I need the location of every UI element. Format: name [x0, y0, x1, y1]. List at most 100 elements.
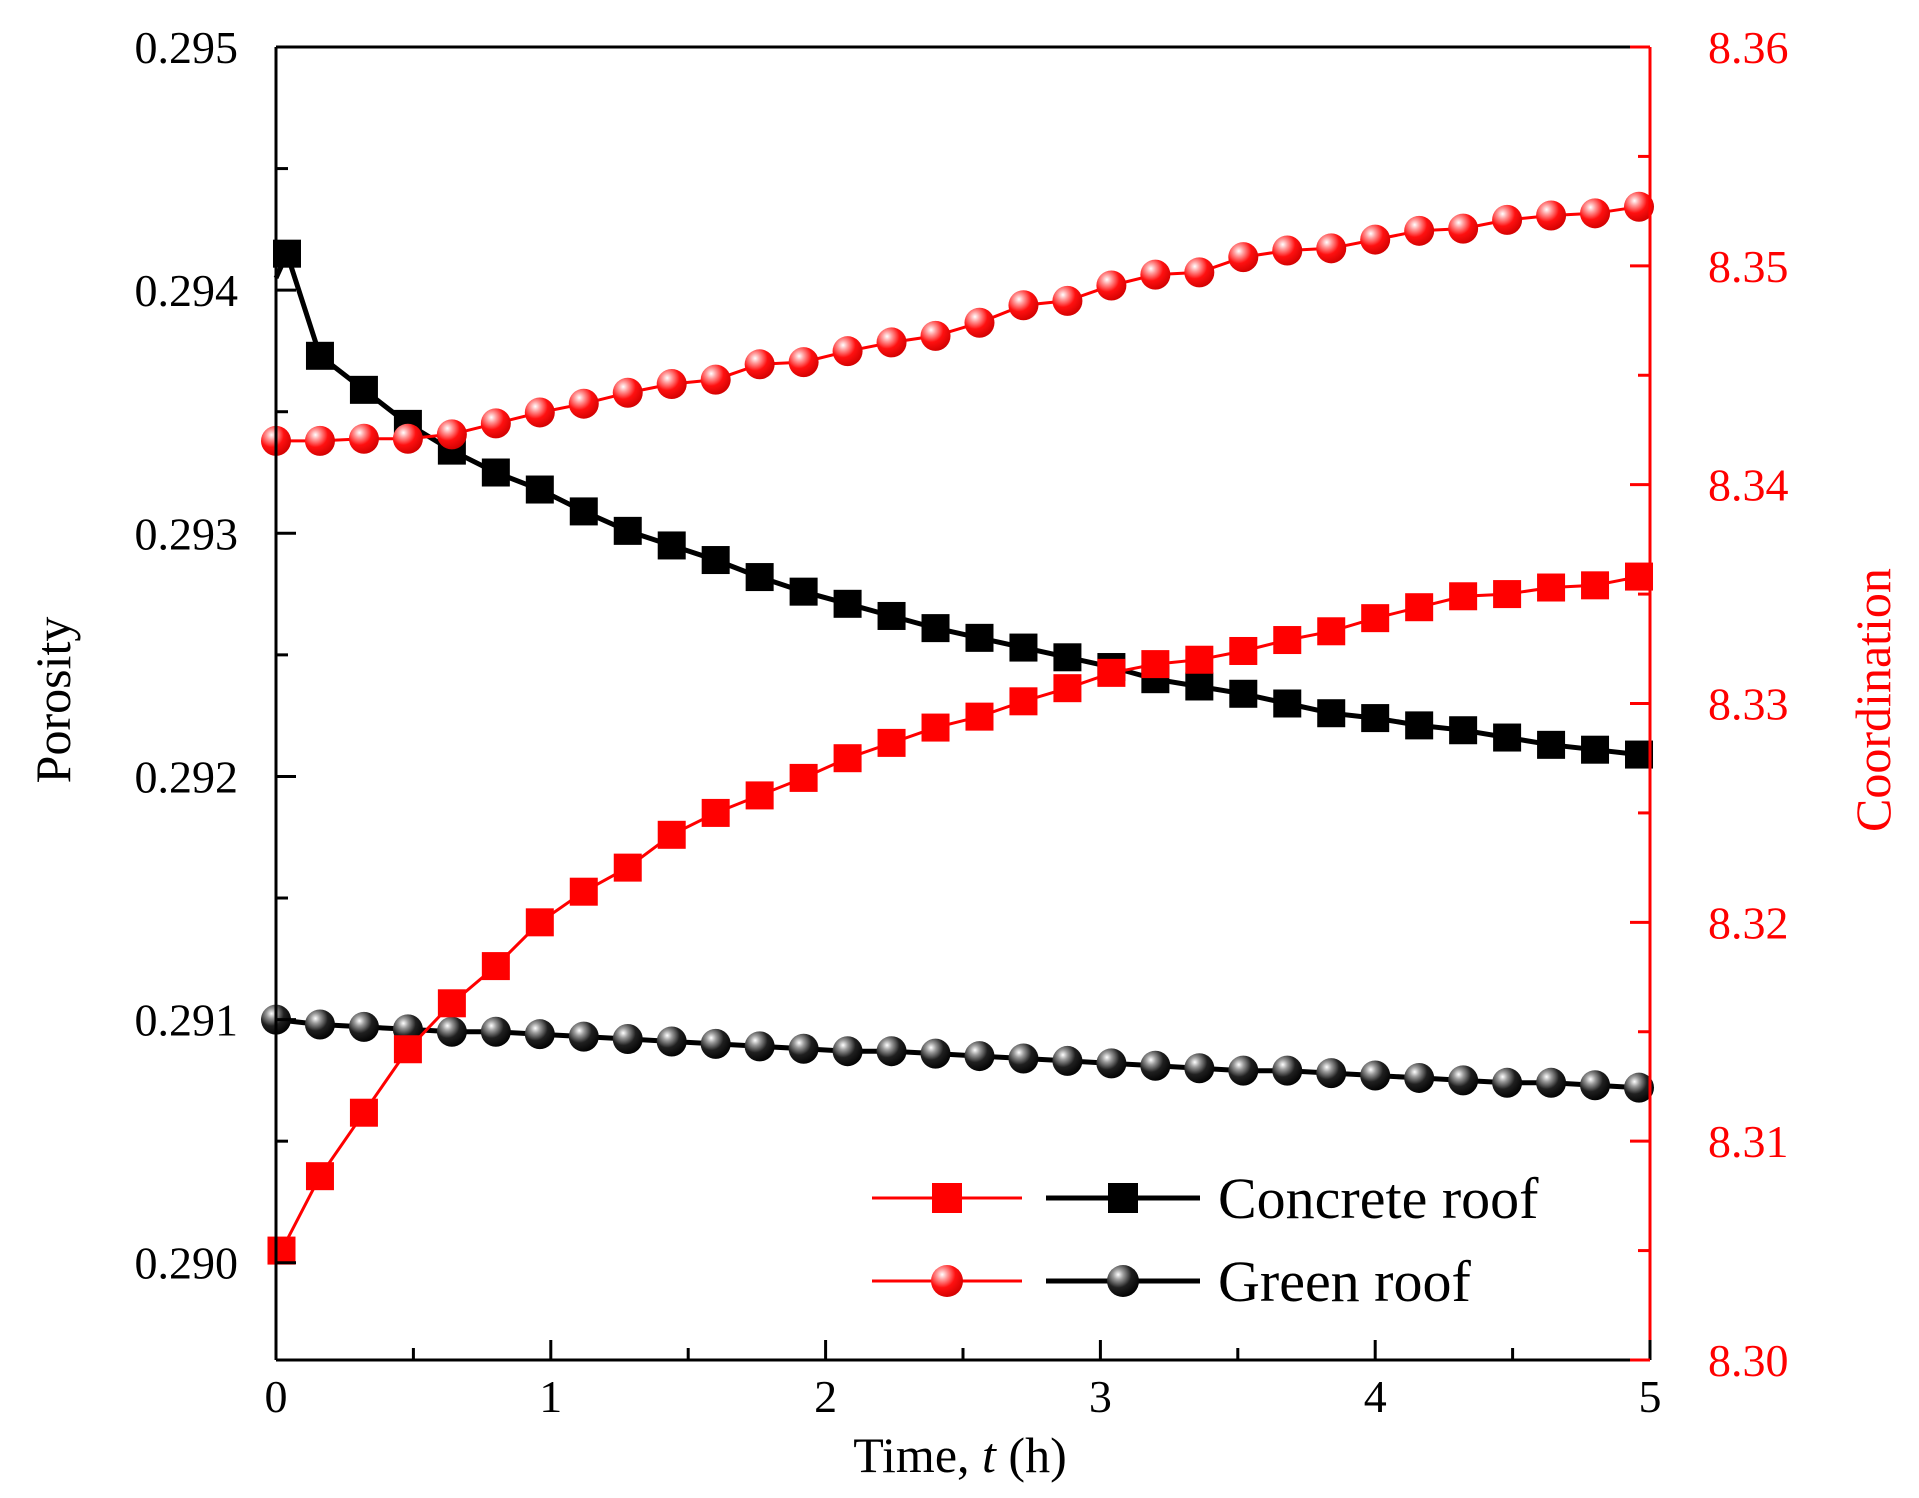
series-concrete-roof-porosity [272, 239, 1654, 769]
data-point [1185, 645, 1214, 674]
data-point [349, 1098, 378, 1127]
data-point [1405, 711, 1434, 740]
data-point [1360, 224, 1391, 255]
legend-label: Concrete roof [1218, 1166, 1539, 1231]
data-point [877, 601, 906, 630]
series-green-roof-porosity [261, 1004, 1655, 1103]
data-point [1140, 259, 1171, 290]
data-point [392, 423, 423, 454]
legend-entry-concrete-roof: Concrete roof [872, 1166, 1539, 1231]
y-tick-label: 0.293 [135, 508, 239, 559]
y-tick-label: 0.290 [135, 1238, 239, 1289]
data-point [348, 423, 379, 454]
series-layer [261, 191, 1655, 1265]
legend-marker-black [1108, 1183, 1138, 1213]
data-point [1009, 633, 1038, 662]
y2-tick-label: 8.34 [1708, 460, 1789, 511]
data-point [1228, 1055, 1259, 1086]
data-point [1141, 650, 1170, 679]
data-point [1185, 672, 1214, 701]
data-point [921, 713, 950, 742]
y-tick-label: 0.294 [135, 265, 239, 316]
data-point [524, 397, 555, 428]
data-point [272, 239, 301, 268]
data-point [745, 781, 774, 810]
series-green-roof-coordination [261, 191, 1655, 456]
data-point [1361, 704, 1390, 733]
data-point [568, 388, 599, 419]
data-point [700, 1028, 731, 1059]
legend-marker-red [932, 1183, 962, 1213]
data-point [701, 546, 730, 575]
data-point [1096, 270, 1127, 301]
data-point [525, 908, 554, 937]
data-point [1448, 213, 1479, 244]
data-point [1184, 257, 1215, 288]
y-tick-label: 0.292 [135, 751, 239, 802]
data-point [1316, 233, 1347, 264]
data-point [393, 1035, 422, 1064]
data-point [700, 364, 731, 395]
data-point [745, 563, 774, 592]
data-point [612, 377, 643, 408]
data-point [1536, 1067, 1567, 1098]
data-point [480, 408, 511, 439]
data-point [877, 728, 906, 757]
data-point [1537, 730, 1566, 759]
data-point [612, 1024, 643, 1055]
data-point [965, 623, 994, 652]
data-point [1009, 687, 1038, 716]
data-point [1404, 215, 1435, 246]
data-point [832, 1036, 863, 1067]
y2-tick-label: 8.35 [1708, 241, 1789, 292]
data-point [920, 320, 951, 351]
data-point [1316, 1058, 1347, 1089]
data-point [1184, 1053, 1215, 1084]
data-point [1625, 562, 1654, 591]
data-point [613, 516, 642, 545]
data-point [657, 820, 686, 849]
data-point [1493, 723, 1522, 752]
tick-labels: 0 1 2 3 4 5 0.290 0.291 0.292 0.293 0.294 0.295 8.30… [135, 22, 1789, 1422]
data-point [1052, 285, 1083, 316]
data-point [1492, 204, 1523, 235]
data-point [832, 336, 863, 367]
data-point [349, 375, 378, 404]
data-point [1008, 290, 1039, 321]
data-point [1580, 198, 1611, 229]
data-point [304, 1009, 335, 1040]
series-line [273, 246, 1651, 760]
legend-label: Green roof [1218, 1249, 1472, 1314]
data-point [1536, 200, 1567, 231]
axes-layer [274, 45, 1652, 1362]
data-point [833, 744, 862, 773]
data-point [1581, 735, 1610, 764]
y2-tick-label: 8.30 [1708, 1335, 1789, 1386]
x-tick-label: 0 [265, 1371, 288, 1422]
x-tick-label: 1 [539, 1371, 562, 1422]
series-line [276, 205, 1640, 443]
data-point [789, 763, 818, 792]
x-tick-label: 2 [814, 1371, 837, 1422]
data-point [525, 475, 554, 504]
data-point [1624, 1072, 1655, 1103]
data-point [480, 1016, 511, 1047]
data-point [788, 1033, 819, 1064]
data-point [481, 458, 510, 487]
data-point [657, 531, 686, 560]
data-point [568, 1021, 599, 1052]
legend-marker-red [931, 1265, 963, 1297]
data-point [1448, 1065, 1479, 1096]
series-line [275, 1017, 1640, 1091]
data-point [876, 1036, 907, 1067]
data-point [965, 702, 994, 731]
data-point [921, 614, 950, 643]
data-point [1625, 740, 1654, 769]
data-point [833, 589, 862, 618]
x-tick-label: 4 [1364, 1371, 1387, 1422]
data-point [613, 853, 642, 882]
x-tick-label: 3 [1089, 1371, 1112, 1422]
data-point [569, 877, 598, 906]
data-point [788, 347, 819, 378]
data-point [267, 1236, 296, 1265]
